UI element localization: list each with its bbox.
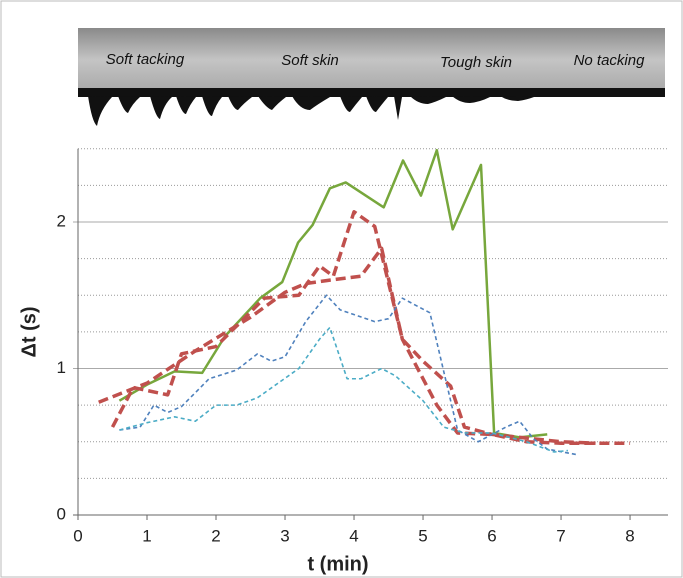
series-line (110, 209, 596, 445)
y-tick-label: 0 (57, 504, 66, 523)
annotation: No tacking (574, 52, 646, 69)
y-axis-title: Δt (s) (18, 306, 40, 357)
annotation: Soft tacking (106, 51, 185, 68)
annotation: Tough skin (440, 54, 512, 71)
x-tick-label: 7 (556, 526, 565, 545)
series-line (98, 246, 631, 445)
x-tick-label: 8 (625, 526, 634, 545)
series-line (119, 326, 569, 453)
x-tick-label: 5 (418, 526, 427, 545)
annotation: Soft skin (281, 52, 339, 69)
x-tick-label: 6 (487, 526, 496, 545)
x-tick-label: 2 (211, 526, 220, 545)
strip-image (78, 28, 665, 126)
y-tick-label: 1 (57, 358, 66, 377)
x-tick-label: 4 (349, 526, 358, 545)
x-tick-label: 1 (142, 526, 151, 545)
x-tick-label: 0 (73, 526, 82, 545)
x-tick-label: 3 (280, 526, 289, 545)
series-line (118, 148, 548, 439)
x-axis-title: t (min) (307, 553, 368, 575)
y-tick-label: 2 (57, 211, 66, 230)
series-line (119, 294, 579, 456)
